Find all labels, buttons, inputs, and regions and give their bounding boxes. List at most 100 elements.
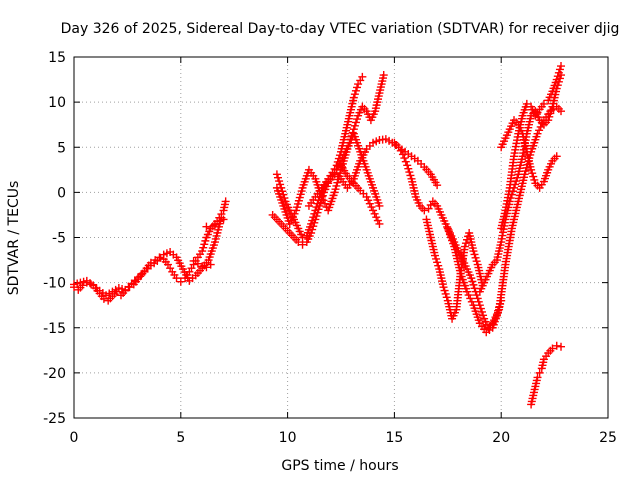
y-tick-label: -20 [43,366,66,382]
data-point [471,253,480,262]
x-tick-label: 10 [279,430,297,446]
data-point [350,90,359,99]
data-point [472,257,481,266]
data-point [372,213,381,222]
data-point [555,65,564,74]
data-point [285,219,294,228]
data-point [406,171,415,180]
y-tick-label: -10 [43,276,66,292]
data-point [529,172,538,181]
data-point [189,256,198,265]
data-point [398,150,407,159]
x-tick-label: 0 [70,430,79,446]
data-point [533,129,542,138]
data-point [544,116,553,125]
data-point [319,196,328,205]
data-point [206,224,215,233]
data-point [401,157,410,166]
data-point [367,203,376,212]
y-tick-label: 0 [57,185,66,201]
data-point [176,277,185,286]
data-point [530,175,539,184]
data-point [474,297,483,306]
data-point [272,170,281,179]
data-point [290,209,299,218]
data-point [201,236,210,245]
y-tick-label: 10 [48,95,66,111]
data-point [557,107,566,116]
data-point [469,247,478,256]
data-point [358,72,367,81]
data-point [557,62,566,71]
data-point [533,373,542,382]
data-point [552,341,561,350]
data-point [539,99,548,108]
data-point [373,216,382,225]
data-series-4 [189,256,215,272]
data-point [460,242,469,251]
y-tick-label: 5 [57,140,66,156]
data-point [375,201,384,210]
data-point [463,287,472,296]
data-point [546,109,555,118]
data-point [468,277,477,286]
data-point [307,228,316,237]
data-point [375,219,384,228]
data-point [557,342,566,351]
data-point [528,169,537,178]
data-point [202,263,211,272]
data-point [442,293,451,302]
data-point [198,262,207,271]
data-point [221,197,230,206]
data-point [206,260,215,269]
data-point [439,283,448,292]
data-point [479,311,488,320]
data-series-11 [422,215,486,323]
data-point [313,208,322,217]
data-point [309,222,318,231]
data-series-2 [70,213,226,300]
data-point [172,274,181,283]
data-point [403,161,412,170]
data-point [200,240,209,249]
x-tick-labels: 0 5 10 15 20 25 [70,430,617,446]
data-point [315,201,324,210]
data-point [477,307,486,316]
chart-title: Day 326 of 2025, Sidereal Day-to-day VTE… [61,21,620,37]
x-tick-label: 5 [176,430,185,446]
data-series-12 [443,102,566,337]
data-point [349,93,358,102]
data-series-5 [272,72,367,242]
data-point [294,238,303,247]
x-tick-label: 25 [599,430,617,446]
data-point [522,99,531,108]
data-point [405,168,414,177]
data-point [364,196,373,205]
data-point [441,289,450,298]
y-tick-labels: -25 -20 -15 -10 -5 0 5 10 15 [43,50,66,427]
data-point [440,286,449,295]
data-point [199,243,208,252]
data-series-15 [497,116,561,192]
data-points [70,62,566,409]
data-point [547,106,556,115]
data-point [311,215,320,224]
data-point [288,213,297,222]
data-point [314,205,323,214]
x-tick-label: 20 [492,430,510,446]
data-point [433,258,442,267]
x-axis-label: GPS time / hours [281,458,398,474]
data-point [353,83,362,92]
data-point [469,280,478,289]
data-point [553,72,562,81]
y-tick-label: 15 [48,50,66,66]
data-point [310,218,319,227]
y-tick-label: -25 [43,411,66,427]
data-point [362,192,371,201]
data-series-3 [202,197,230,233]
data-point [420,206,429,215]
x-tick-label: 15 [385,430,403,446]
data-point [461,239,470,248]
data-point [404,164,413,173]
data-point [535,368,544,377]
